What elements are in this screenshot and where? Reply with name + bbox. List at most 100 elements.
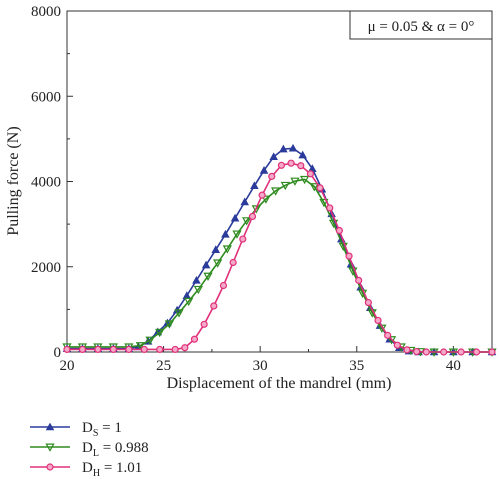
data-point bbox=[200, 320, 208, 328]
data-point bbox=[259, 165, 269, 174]
data-point bbox=[374, 316, 382, 325]
series-line bbox=[67, 178, 492, 353]
data-point bbox=[248, 212, 257, 221]
x-axis-title: Displacement of the mandrel (mm) bbox=[167, 375, 392, 392]
data-point bbox=[258, 191, 266, 199]
data-point bbox=[306, 170, 315, 178]
data-point bbox=[192, 275, 201, 284]
ticks: 20 25 30 35 40 0 2000 4000 6000 8000 bbox=[31, 4, 461, 374]
data-point bbox=[393, 341, 401, 349]
data-point bbox=[298, 150, 307, 159]
data-point bbox=[251, 205, 261, 214]
data-point bbox=[210, 302, 218, 310]
data-point bbox=[335, 226, 343, 235]
x-tick-label: 25 bbox=[156, 358, 171, 374]
data-point bbox=[269, 152, 278, 161]
data-point bbox=[135, 342, 146, 351]
data-point bbox=[211, 245, 221, 253]
x-tick-label: 30 bbox=[253, 358, 268, 374]
data-point bbox=[219, 281, 228, 290]
data-point bbox=[213, 259, 223, 268]
legend-label: DS = 1 bbox=[82, 420, 122, 439]
data-point bbox=[297, 162, 305, 170]
data-point bbox=[328, 219, 339, 229]
y-tick-label: 4000 bbox=[31, 175, 61, 191]
data-point bbox=[155, 328, 165, 338]
data-point bbox=[240, 197, 250, 206]
data-point bbox=[364, 298, 372, 307]
data-point bbox=[440, 348, 448, 356]
data-point bbox=[156, 345, 164, 354]
x-tick-label: 20 bbox=[60, 358, 75, 374]
data-point bbox=[488, 348, 496, 356]
series-2 bbox=[63, 159, 496, 356]
data-point bbox=[221, 229, 230, 238]
annotation-box bbox=[349, 10, 493, 40]
data-point bbox=[109, 345, 117, 354]
data-point bbox=[316, 184, 324, 192]
data-point bbox=[230, 213, 240, 222]
data-point bbox=[145, 336, 155, 345]
data-point bbox=[222, 245, 232, 254]
data-point bbox=[290, 177, 300, 186]
data-point bbox=[181, 344, 189, 352]
plot-frame bbox=[66, 10, 493, 353]
data-point bbox=[250, 181, 259, 190]
legend-marker bbox=[45, 422, 55, 431]
annotation-text: μ = 0.05 & α = 0° bbox=[368, 19, 475, 35]
data-point bbox=[309, 183, 319, 192]
data-point bbox=[193, 285, 203, 295]
data-point bbox=[271, 187, 281, 196]
series-1 bbox=[62, 175, 497, 357]
data-point bbox=[201, 260, 211, 269]
y-tick-label: 6000 bbox=[31, 89, 61, 105]
legend-label: DH = 1.01 bbox=[82, 460, 142, 479]
data-point bbox=[184, 297, 194, 307]
data-point bbox=[268, 172, 276, 180]
data-point bbox=[319, 198, 329, 208]
data-point bbox=[386, 336, 397, 345]
data-point bbox=[78, 345, 87, 354]
data-point bbox=[171, 345, 179, 354]
data-point bbox=[422, 348, 430, 356]
x-tick-label: 35 bbox=[349, 358, 364, 374]
data-point bbox=[326, 204, 334, 212]
data-point bbox=[355, 276, 363, 284]
series-line bbox=[67, 162, 492, 353]
data-point bbox=[345, 252, 353, 260]
x-tick-label: 40 bbox=[446, 358, 461, 374]
data-point bbox=[384, 331, 392, 339]
legend-marker bbox=[45, 443, 55, 452]
data-point bbox=[279, 144, 288, 153]
data-point bbox=[277, 161, 286, 169]
y-tick-label: 2000 bbox=[31, 260, 61, 276]
data-point bbox=[287, 159, 295, 167]
legend-marker bbox=[46, 463, 54, 471]
data-point bbox=[164, 320, 175, 329]
data-point bbox=[413, 347, 421, 356]
data-point bbox=[288, 143, 298, 152]
data-point bbox=[94, 345, 102, 354]
series-line bbox=[67, 147, 492, 353]
y-axis-title: Pulling force (N) bbox=[5, 126, 22, 235]
series-layer bbox=[62, 143, 497, 357]
series-0 bbox=[62, 143, 497, 356]
data-point bbox=[299, 175, 310, 185]
data-point bbox=[190, 335, 199, 343]
data-point bbox=[239, 235, 247, 243]
data-point bbox=[174, 309, 184, 318]
y-tick-label: 8000 bbox=[31, 4, 61, 20]
data-point bbox=[472, 348, 481, 356]
data-point bbox=[203, 272, 213, 281]
data-point bbox=[125, 345, 133, 354]
legend-label: DL = 0.988 bbox=[82, 440, 149, 459]
data-point bbox=[232, 230, 242, 239]
data-point bbox=[280, 181, 290, 191]
y-tick-label: 0 bbox=[54, 345, 62, 361]
data-point bbox=[457, 348, 465, 356]
data-point bbox=[63, 345, 71, 354]
data-point bbox=[140, 345, 148, 354]
data-point bbox=[403, 346, 411, 354]
